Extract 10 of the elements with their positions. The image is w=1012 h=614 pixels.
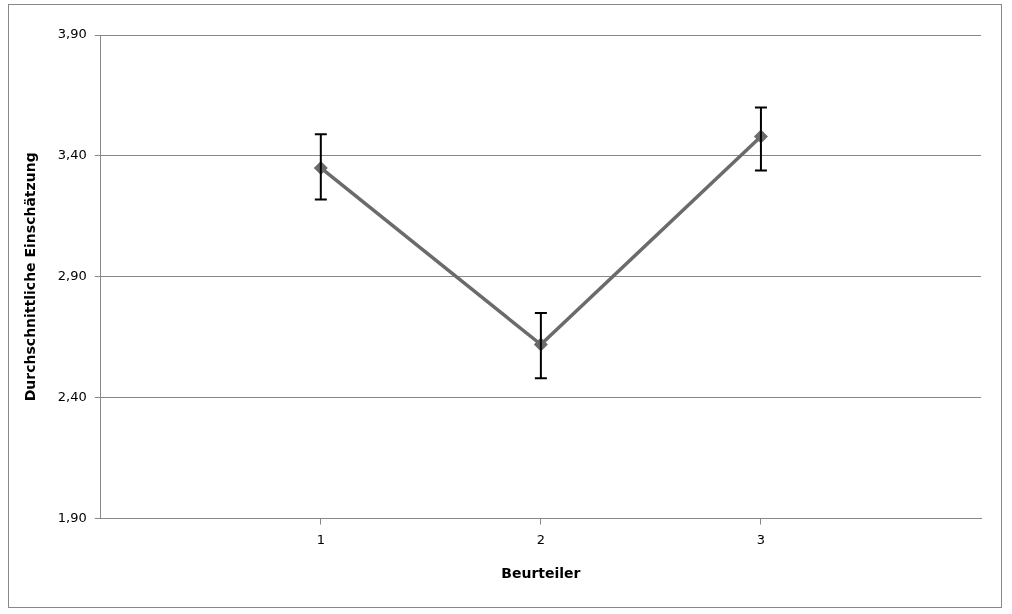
y-tick-label: 2,90 — [57, 268, 87, 284]
y-tick-label: 1,90 — [57, 509, 87, 525]
x-tick-label: 1 — [316, 531, 325, 547]
x-tick-label: 2 — [536, 531, 546, 547]
y-axis-title: Durchschnittliche Einschätzung — [22, 152, 39, 402]
y-tick-label: 3,90 — [57, 26, 87, 42]
y-tick-label: 2,40 — [57, 389, 87, 405]
y-tick-label: 3,40 — [57, 147, 87, 163]
x-axis-title: Beurteiler — [501, 565, 581, 582]
x-tick-label: 3 — [756, 531, 766, 547]
